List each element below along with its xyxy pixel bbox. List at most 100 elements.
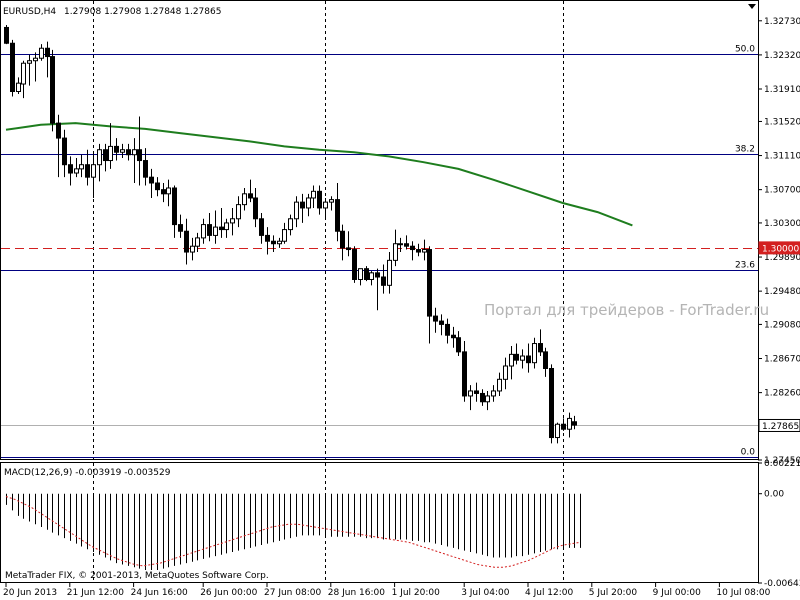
- candle-45: [265, 227, 270, 255]
- candle-body: [398, 243, 403, 246]
- candle-body: [538, 343, 543, 353]
- candle-body: [491, 390, 496, 397]
- candle-body: [288, 218, 293, 231]
- candle-98: [572, 415, 577, 430]
- macd-tick-label-0: 0.002213: [764, 459, 800, 469]
- candle-58: [340, 224, 345, 261]
- candle-body: [33, 57, 38, 62]
- candle-69: [404, 235, 409, 250]
- candle-44: [259, 212, 264, 244]
- candle-0: [4, 24, 9, 45]
- macd-histogram: [6, 493, 581, 571]
- candle-12: [74, 158, 79, 178]
- candle-body: [311, 190, 316, 199]
- candle-body: [485, 395, 490, 403]
- candle-body: [85, 164, 90, 178]
- candle-42: [248, 179, 253, 203]
- candle-18: [108, 123, 113, 169]
- candle-47: [277, 237, 282, 248]
- candle-87: [509, 346, 514, 380]
- candle-body: [468, 390, 473, 397]
- candle-body: [172, 187, 177, 226]
- candle-26: [155, 177, 160, 197]
- candle-59: [346, 231, 351, 257]
- candle-body: [497, 378, 502, 392]
- candle-9: [56, 114, 61, 178]
- time-label-0: 20 Jun 2013: [3, 588, 57, 598]
- candle-21: [126, 143, 131, 161]
- candle-body: [474, 390, 479, 394]
- time-label-4: 27 Jun 08:00: [264, 588, 321, 598]
- candle-73: [427, 246, 432, 344]
- candle-77: [451, 326, 456, 348]
- time-label-1: 21 Jun 12:00: [67, 588, 124, 598]
- candle-32: [190, 237, 195, 261]
- candle-30: [178, 214, 183, 238]
- candle-83: [485, 390, 490, 411]
- candle-60: [352, 246, 357, 283]
- candle-body: [68, 164, 73, 174]
- candle-62: [364, 266, 369, 282]
- candle-41: [242, 187, 247, 211]
- candle-body: [282, 229, 287, 242]
- candle-body: [213, 226, 218, 236]
- candle-78: [456, 331, 461, 357]
- candle-43: [253, 187, 258, 228]
- candle-46: [271, 235, 276, 253]
- candle-70: [410, 241, 415, 261]
- candle-body: [45, 47, 50, 58]
- candle-10: [62, 129, 67, 178]
- candle-body: [549, 367, 554, 439]
- candle-body: [451, 334, 456, 339]
- watermark: Портал для трейдеров - ForTrader.ru: [484, 301, 769, 319]
- candle-63: [369, 271, 374, 286]
- candle-34: [201, 218, 206, 244]
- time-label-2: 24 Jun 16:00: [131, 588, 188, 598]
- price-tick-label-2: 1.31910: [764, 85, 800, 95]
- candle-body: [4, 26, 9, 44]
- candle-35: [207, 212, 212, 242]
- candle-body: [340, 230, 345, 249]
- price-tick-label-5: 1.30700: [764, 186, 800, 196]
- candle-66: [387, 252, 392, 294]
- candle-37: [219, 207, 224, 238]
- candle-84: [491, 385, 496, 402]
- price-badges: 1.30000 1.27865: [758, 241, 800, 432]
- candle-17: [103, 143, 108, 172]
- ohlc-readout: 1.27908 1.27908 1.27848 1.27865: [64, 7, 221, 17]
- candle-body: [39, 47, 44, 59]
- candle-53: [311, 185, 316, 208]
- candle-4: [27, 54, 32, 86]
- candle-body: [369, 272, 374, 280]
- candle-92: [538, 329, 543, 357]
- candle-1: [10, 39, 15, 97]
- price-tick-label-7: 1.29890: [764, 253, 800, 263]
- candle-40: [236, 196, 241, 228]
- candle-body: [323, 201, 328, 209]
- chart-shift-arrow-icon[interactable]: [748, 4, 756, 9]
- candle-body: [219, 226, 224, 231]
- candle-body: [439, 320, 444, 325]
- candle-body: [543, 351, 548, 369]
- candle-body: [97, 149, 102, 166]
- fib-label-23.6: 23.6: [735, 261, 755, 271]
- candle-body: [21, 62, 26, 85]
- candle-body: [364, 268, 369, 280]
- candle-body: [381, 276, 386, 286]
- candle-body: [555, 423, 560, 439]
- candle-body: [230, 218, 235, 224]
- candle-88: [514, 343, 519, 365]
- time-label-5: 28 Jun 16:00: [328, 588, 385, 598]
- time-label-6: 1 Jul 20:00: [392, 588, 441, 598]
- candle-body: [236, 204, 241, 220]
- price-tick-label-9: 1.29080: [764, 320, 800, 330]
- candle-52: [306, 193, 311, 217]
- candle-body: [393, 243, 398, 261]
- candle-body: [91, 164, 96, 178]
- candle-body: [416, 249, 421, 253]
- candle-body: [74, 168, 79, 174]
- price-tick-label-6: 1.30300: [764, 219, 800, 229]
- candle-82: [480, 389, 485, 406]
- candle-body: [358, 268, 363, 280]
